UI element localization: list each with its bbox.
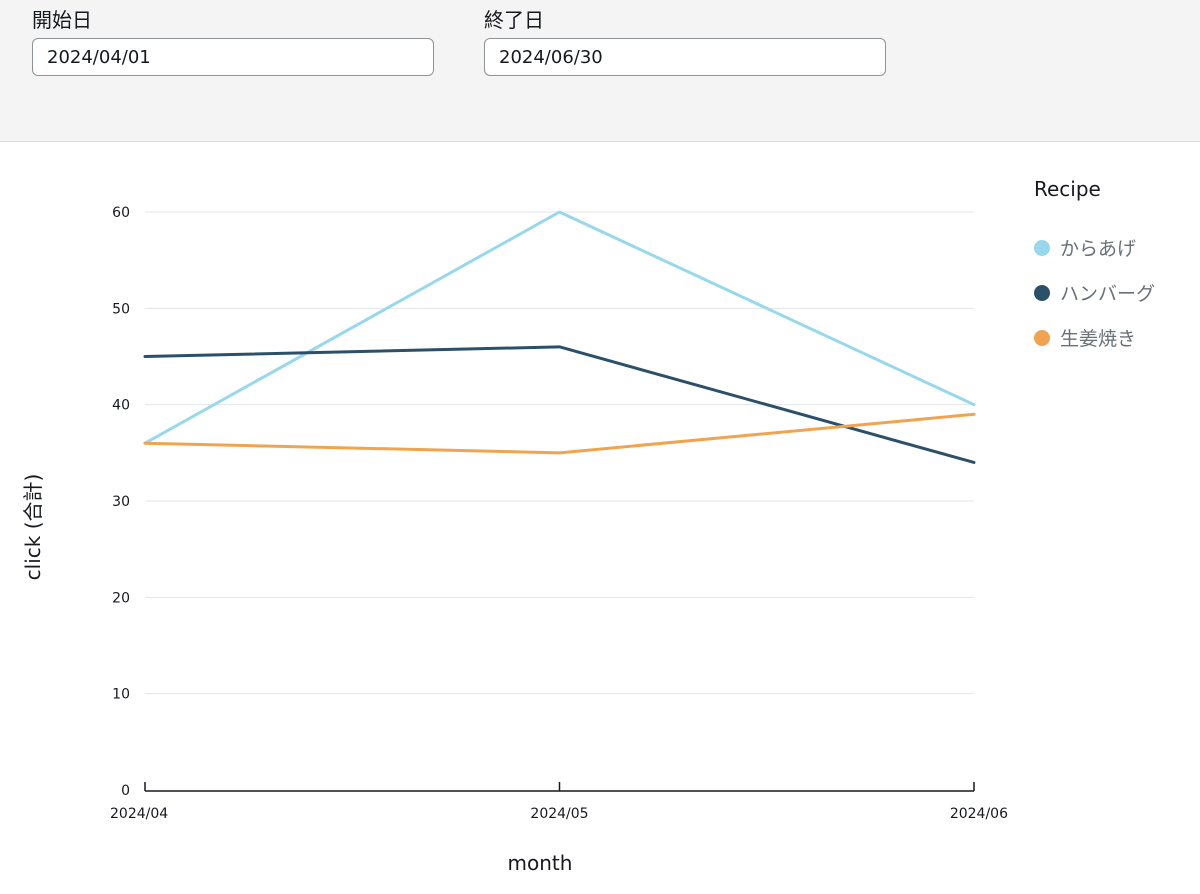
series-line-0[interactable] bbox=[143, 210, 976, 445]
y-tick-label: 50 bbox=[112, 301, 130, 317]
y-tick-label: 10 bbox=[112, 687, 130, 703]
x-tick-label: 2024/06 bbox=[950, 806, 1008, 822]
legend-label-2[interactable]: 生姜焼き bbox=[1060, 328, 1136, 350]
series-line-2[interactable] bbox=[143, 412, 976, 455]
end-date-input[interactable] bbox=[484, 38, 886, 76]
filter-bar: 開始日 終了日 bbox=[0, 0, 1200, 142]
y-tick-label: 0 bbox=[121, 783, 130, 799]
start-date-input[interactable] bbox=[32, 38, 434, 76]
legend-marker-1 bbox=[1034, 285, 1050, 301]
line-chart: 0 10 20 30 40 50 60 2024/04 2024/05 2024/06 mont… bbox=[21, 177, 1155, 875]
legend-title: Recipe bbox=[1034, 177, 1101, 201]
x-axis-title: month bbox=[508, 851, 573, 875]
legend-label-0[interactable]: からあげ bbox=[1060, 238, 1136, 260]
y-axis-ticks: 0 10 20 30 40 50 60 bbox=[112, 205, 130, 799]
series-line-1[interactable] bbox=[143, 345, 976, 464]
x-axis-ticks: 2024/04 2024/05 2024/06 bbox=[110, 782, 1008, 822]
y-tick-label: 20 bbox=[112, 590, 130, 606]
start-date-label: 開始日 bbox=[32, 8, 92, 32]
y-tick-label: 40 bbox=[112, 398, 130, 414]
series-lines bbox=[143, 210, 976, 464]
x-tick-label: 2024/05 bbox=[530, 806, 588, 822]
x-tick-label: 2024/04 bbox=[110, 806, 168, 822]
y-tick-label: 60 bbox=[112, 205, 130, 221]
y-axis-title: click (合計) bbox=[21, 474, 45, 581]
legend-label-1[interactable]: ハンバーグ bbox=[1060, 283, 1155, 305]
legend-marker-0 bbox=[1034, 240, 1050, 256]
y-tick-label: 30 bbox=[112, 494, 130, 510]
end-date-label: 終了日 bbox=[484, 8, 544, 32]
legend-marker-2 bbox=[1034, 330, 1050, 346]
